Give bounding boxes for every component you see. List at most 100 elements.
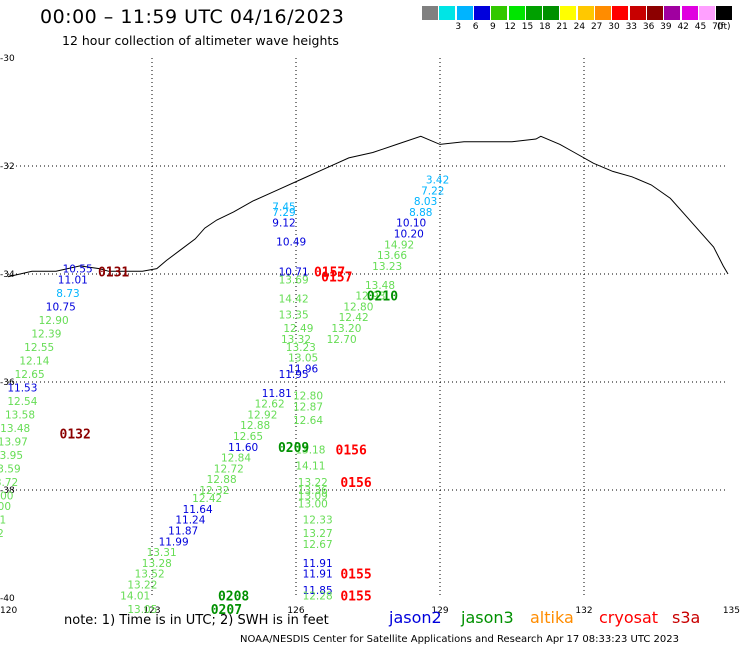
wave-height-value: 11.64 (183, 504, 213, 516)
wave-height-value: 7.22 (421, 185, 444, 197)
wave-height-value: 12.65 (233, 431, 263, 443)
wave-height-value: 13.52 (135, 569, 165, 581)
wave-height-value: 12.54 (7, 396, 37, 408)
graticule (8, 58, 728, 598)
wave-height-value: 11.91 (303, 569, 333, 581)
wave-height-value: 12.88 (207, 474, 237, 486)
pass-time-label: 0208 (218, 589, 249, 604)
color-scale-swatch (508, 6, 525, 20)
color-scale-label: 15 (521, 22, 534, 32)
longitude-tick-label: 135 (723, 606, 740, 616)
pass-time-label: 0207 (211, 603, 242, 618)
wave-height-value: 13.27 (303, 528, 333, 540)
wave-height-value: 10.75 (46, 301, 76, 313)
color-scale-swatch (473, 6, 490, 20)
wave-height-value: 11.91 (303, 558, 333, 570)
wave-height-value: 14.00 (0, 501, 11, 513)
wave-height-value: 12.55 (24, 342, 54, 354)
wave-height-value: 13.18 (295, 445, 325, 457)
wave-height-value: 3.42 (426, 175, 449, 187)
color-scale-label: 70 (712, 22, 724, 32)
wave-height-value: 12.92 (247, 409, 277, 421)
wave-height-value: 13.22 (127, 580, 157, 592)
map-subtitle: 12 hour collection of altimeter wave hei… (62, 33, 339, 48)
wave-height-value: 10.55 (63, 264, 93, 276)
wave-height-value: 12.93 (355, 291, 385, 303)
longitude-tick-label: 123 (143, 606, 160, 616)
wave-height-value: 13.23 (372, 261, 402, 273)
wave-height-value: 11.95 (279, 369, 309, 381)
pass-time-label: 0155 (340, 589, 371, 604)
footer-credit: NOAA/NESDIS Center for Satellite Applica… (240, 634, 679, 645)
color-scale-label: 36 (642, 22, 655, 32)
wave-height-value: 11.99 (159, 536, 189, 548)
wave-height-value: 12.80 (293, 391, 323, 403)
wave-height-value: 12.84 (221, 453, 251, 465)
coastline-path (7, 135, 729, 278)
wave-height-value: 13.05 (288, 353, 318, 365)
wave-height-value: 11.96 (288, 364, 318, 376)
color-scale-swatch (491, 6, 508, 20)
color-scale-label: 42 (677, 22, 689, 32)
wave-height-value: 11.85 (303, 585, 333, 597)
wave-height-value: 12.14 (19, 355, 49, 367)
color-scale-swatch (543, 6, 560, 20)
color-scale-label: 33 (625, 22, 638, 32)
wave-height-value: 12.87 (293, 401, 323, 413)
wave-height-value: 8.88 (409, 207, 432, 219)
legend-jason2: jason2 (389, 608, 442, 627)
color-scale-label: 18 (539, 22, 551, 32)
color-scale-label: 12 (504, 22, 516, 32)
pass-time-label: 0156 (336, 444, 367, 459)
wave-height-value: 12.65 (15, 369, 45, 381)
wave-height-value: 12.72 (214, 463, 244, 475)
wave-height-value: 13.20 (331, 323, 361, 335)
wave-height-value: 11.60 (228, 442, 258, 454)
wave-height-value: 12.28 (303, 590, 333, 602)
longitude-tick-label: 132 (575, 606, 592, 616)
wave-height-value: 10.49 (276, 237, 306, 249)
wave-height-value: 11.24 (175, 515, 205, 527)
color-scale-swatch (664, 6, 681, 20)
color-scale-label: 6 (472, 22, 479, 32)
color-scale-label: 24 (573, 22, 586, 32)
wave-height-value: 13.00 (298, 499, 328, 511)
color-scale-swatch (681, 6, 698, 20)
wave-height-value: 8.73 (56, 288, 79, 300)
wave-height-value: 13.31 (147, 547, 177, 559)
latitude-tick-label: -38 (0, 486, 15, 496)
pass-time-label: 0209 (278, 441, 309, 456)
color-scale-swatch (629, 6, 646, 20)
wave-height-value: 12.33 (303, 515, 333, 527)
color-scale-swatch (698, 6, 715, 20)
wave-height-value: 12.90 (39, 315, 69, 327)
wave-height-value: 13.23 (286, 342, 316, 354)
wave-height-value: 13.05 (127, 604, 157, 616)
wave-height-value: 13.32 (281, 334, 311, 346)
wave-height-value: 10.10 (396, 218, 426, 230)
legend-altika: altika (530, 608, 574, 627)
wave-height-value: 12.32 (199, 485, 229, 497)
color-scale-swatch (577, 6, 594, 20)
color-scale-label: 3 (455, 22, 462, 32)
note-text: note: 1) Time is in UTC; 2) SWH is in fe… (64, 613, 329, 628)
wave-height-value: 12.42 (339, 312, 369, 324)
wave-height-value: 10.71 (279, 266, 309, 278)
wave-height-value: 13.36 (298, 485, 328, 497)
wave-height-value: 12.67 (303, 539, 333, 551)
pass-time-label: 0157 (314, 265, 345, 280)
wave-height-value: 13.91 (0, 515, 6, 527)
wave-height-value: 11.53 (7, 382, 37, 394)
wave-height-value: 13.09 (298, 490, 328, 502)
legend-cryosat: cryosat (599, 608, 659, 627)
longitude-tick-label: 126 (287, 606, 304, 616)
wave-height-value: 11.81 (262, 388, 292, 400)
pass-time-label: 0210 (367, 290, 398, 305)
legend-jason3: jason3 (461, 608, 514, 627)
wave-height-value: 13.69 (279, 274, 309, 286)
wave-height-value: 13.48 (365, 280, 395, 292)
wave-height-value: 12.80 (343, 301, 373, 313)
pass-time-label: 0157 (321, 271, 352, 286)
